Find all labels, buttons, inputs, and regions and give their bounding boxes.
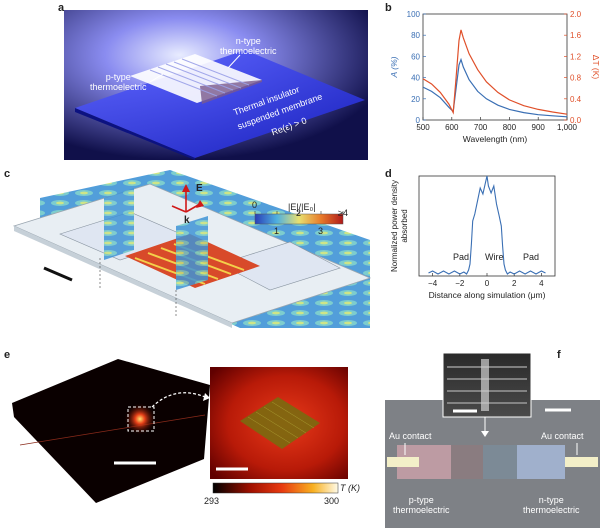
x-tick-d: −4 [428,279,438,288]
hot-spot [124,403,156,435]
colorbar-tick-1: 1 [274,226,280,236]
y-tick-right-b: 0.4 [570,95,582,104]
y-axis-label-d: absorbed [400,209,409,242]
x-tick-d: 4 [539,279,544,288]
temp-min-label: 293 [204,496,220,506]
x-tick-b: 500 [416,123,430,132]
power-density-chart: −4 −2 0 2 4 Distance along simulation (μm) Nor… [390,175,556,300]
slice-left [104,188,134,260]
sem-image [385,352,600,528]
p-type-label-f: p-type thermoelectric [393,495,450,515]
pad-right-label: Pad [523,252,540,262]
y-tick-left-b: 20 [411,95,420,104]
y-tick-left-b: 0 [416,116,421,125]
x-axis-label-b: Wavelength (nm) [463,134,528,144]
panel-d-label: d [385,168,392,180]
membrane [75,50,365,158]
panel-f: f Au contact Au contact [385,345,600,528]
temp-unit-label: T (K) [340,483,360,493]
e-label: E [196,183,203,194]
colorbar-tick-3: 3 [318,226,324,236]
au-contact-right [565,457,598,467]
y-axis-label-right-b: ΔT (K) [591,55,600,80]
field-simulation [12,170,372,328]
au-contact-left-label: Au contact [389,431,432,441]
x-tick-b: 900 [532,123,546,132]
panel-a-label: a [58,2,65,14]
y-axis-label-left-b: A (%) [389,56,399,78]
x-tick-d: −2 [455,279,465,288]
y-tick-left-b: 40 [411,74,420,83]
x-tick-d: 0 [485,279,490,288]
series-power-density-line [428,175,546,275]
panel-a: a n-type thermoelec [0,0,370,160]
y-tick-left-b: 100 [407,10,421,19]
panel-b-label: b [385,2,392,14]
panel-c-label: c [4,168,11,180]
zoom-box [127,406,155,432]
p-type-label: p-type thermoelectric [90,72,147,92]
n-type-label-f: n-type thermoelectric [523,495,580,515]
panel-d: d −4 −2 0 2 4 Distance along simulation (μm) N… [385,168,600,338]
y-axis-label-d: Normalized power density [390,180,399,272]
x-tick-b: 800 [503,123,517,132]
colorbar-tick-0: 0 [252,200,258,210]
wire-label: Wire [485,252,504,262]
au-contact-left [387,457,419,467]
y-tick-left-b: 80 [411,31,420,40]
colorbar-tick-4: ≥4 [338,208,348,218]
x-tick-d: 2 [512,279,517,288]
panel-b: b 500 600 700 800 900 1,000 0 20 40 60 80 100 0.0 0.4… [385,0,600,160]
zoom-arrow [151,392,206,408]
panel-f-label: f [557,349,561,361]
series-temperature-line [422,29,568,115]
y-tick-right-b: 2.0 [570,10,582,19]
plot-frame-b [422,13,568,121]
k-arrow-back [171,205,187,213]
x-axis-label-d: Distance along simulation (μm) [429,290,546,300]
temp-max-label: 300 [324,496,340,506]
series-absorption-line [422,57,568,118]
device-schematic [64,10,368,160]
panel-c: c [0,168,380,338]
absorption-chart: 500 600 700 800 900 1,000 0 20 40 60 80 100 0.0 0.4 0.… [389,10,600,144]
y-tick-right-b: 1.6 [570,31,582,40]
pad-right [219,241,341,291]
pad-left-label: Pad [453,252,470,262]
n-type-region [517,445,565,479]
scale-bar-c [43,266,73,282]
x-tick-b: 1,000 [557,123,578,132]
temperature-colorbar [212,482,339,494]
y-tick-right-b: 0.8 [570,74,582,83]
panel-e-label: e [4,349,11,361]
y-tick-right-b: 1.2 [570,52,582,61]
colorbar-title: |E|/|E₀| [288,202,316,212]
n-type-pad [200,80,262,104]
n-type-label: n-type thermoelectric [220,36,277,56]
thermal-map [12,359,348,503]
au-contact-right-label: Au contact [541,431,584,441]
panel-e: e [0,345,380,528]
x-tick-b: 700 [474,123,488,132]
colorbar-tick-2: 2 [296,208,302,218]
y-tick-right-b: 0.0 [570,116,582,125]
membrane-map [12,359,210,503]
k-label: k [184,215,190,226]
y-tick-left-b: 60 [411,52,420,61]
slice-center [176,216,208,290]
x-tick-b: 600 [445,123,459,132]
